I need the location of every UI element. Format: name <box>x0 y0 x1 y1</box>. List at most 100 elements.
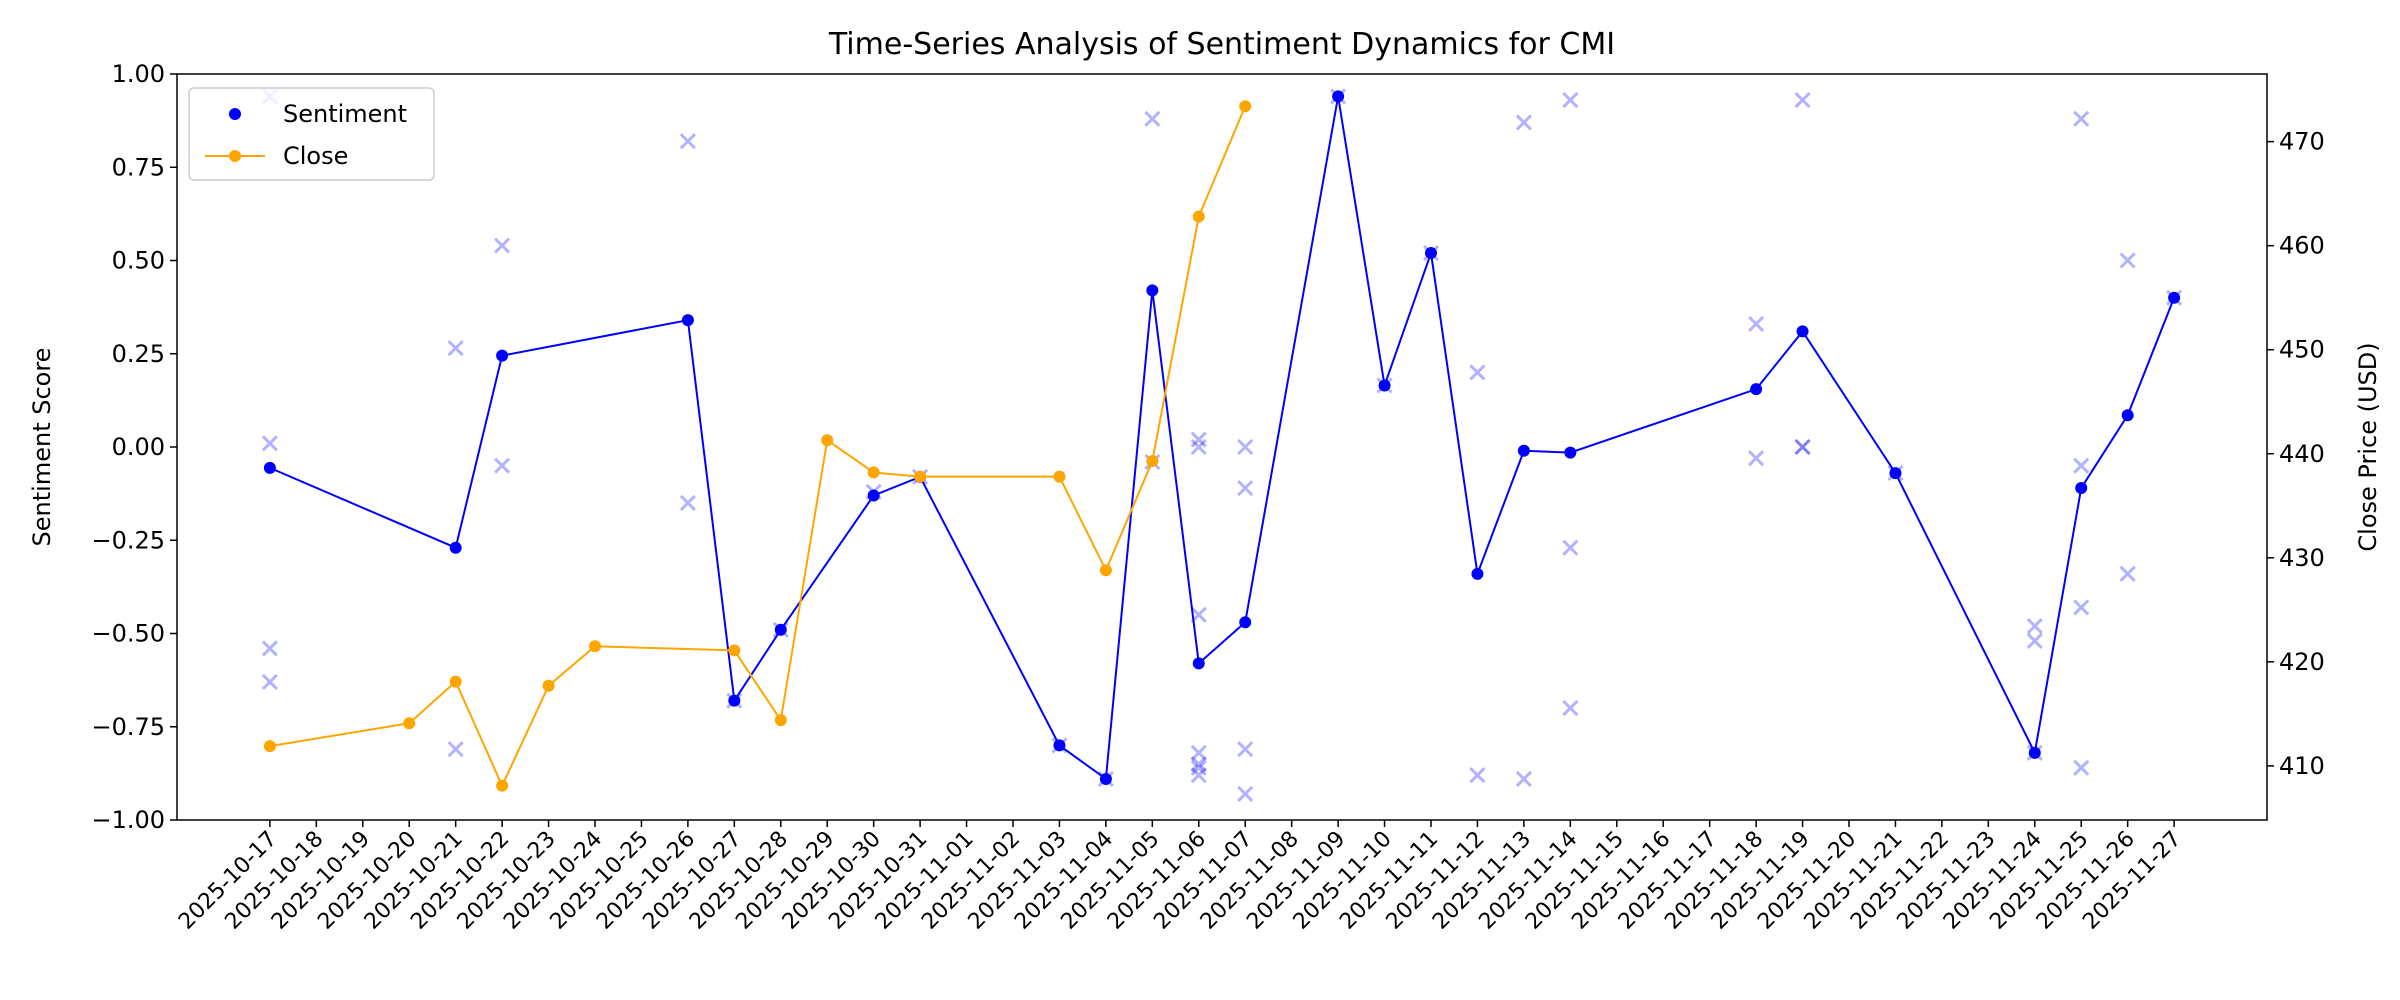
raw-score-marker <box>2026 632 2043 650</box>
series-point <box>867 466 880 479</box>
y2-tick-label: 470 <box>2279 128 2325 156</box>
series-point <box>1332 90 1345 103</box>
raw-score-marker <box>1190 438 1207 456</box>
series-point <box>821 434 834 447</box>
raw-score-marker <box>2073 759 2090 776</box>
series-point <box>1796 325 1809 338</box>
series-point <box>867 489 880 502</box>
raw-score-marker <box>1748 450 1765 467</box>
series-point <box>1239 100 1252 113</box>
series-point <box>681 314 694 327</box>
series-point <box>728 694 741 707</box>
y2-tick-label: 430 <box>2279 544 2325 572</box>
raw-score-marker <box>2073 110 2090 127</box>
y-axis-label: Sentiment Score <box>28 348 56 547</box>
raw-score-marker <box>679 133 696 150</box>
series-point <box>1471 567 1484 580</box>
raw-score-marker <box>1562 700 1579 717</box>
series-point <box>1146 455 1159 468</box>
y2-axis-label: Close Price (USD) <box>2354 342 2382 551</box>
raw-score-marker <box>447 741 464 758</box>
raw-score-marker <box>1237 438 1254 456</box>
raw-score-marker <box>1794 438 1811 456</box>
y2-tick-label: 420 <box>2279 648 2325 676</box>
y2-tick-label: 410 <box>2279 752 2325 780</box>
series-point <box>449 541 462 554</box>
raw-score-marker <box>447 340 464 357</box>
y-tick-label: 0.00 <box>112 433 165 461</box>
raw-score-marker <box>1190 767 1207 784</box>
raw-score-marker <box>2026 617 2043 635</box>
raw-score-marker <box>1237 479 1254 497</box>
series-point <box>1192 657 1205 670</box>
y2-tick-label: 440 <box>2279 440 2325 468</box>
series-point <box>1053 470 1066 483</box>
series-point <box>2075 482 2088 495</box>
raw-score-marker <box>2119 565 2136 582</box>
series-point <box>496 349 509 362</box>
y-tick-label: −0.75 <box>91 713 165 741</box>
y2-tick-label: 450 <box>2279 336 2325 364</box>
series-point <box>1425 247 1437 260</box>
raw-score-marker <box>261 640 278 657</box>
raw-score-marker <box>261 673 278 691</box>
raw-score-marker <box>1144 110 1161 127</box>
series-point <box>1378 379 1391 392</box>
series-point <box>263 740 276 753</box>
raw-score-marker <box>1794 92 1811 109</box>
series-point <box>589 640 601 653</box>
series-point <box>774 714 787 727</box>
series-point <box>403 717 416 730</box>
plot-frame <box>176 73 2268 821</box>
raw-score-marker <box>261 435 278 452</box>
raw-score-marker <box>1794 438 1811 456</box>
raw-score-marker <box>1562 92 1579 109</box>
y-tick-label: 0.50 <box>112 247 165 275</box>
raw-score-marker <box>1237 741 1254 758</box>
y-tick-label: 0.25 <box>112 340 165 368</box>
raw-score-marker <box>1562 539 1579 556</box>
raw-score-marker <box>1190 759 1207 776</box>
legend-label: Close <box>283 142 348 170</box>
y2-tick-label: 460 <box>2279 232 2325 260</box>
y-tick-label: −0.50 <box>91 620 165 648</box>
series-point <box>2028 746 2041 759</box>
chart-title: Time-Series Analysis of Sentiment Dynami… <box>828 27 1615 62</box>
series-point <box>1099 772 1112 785</box>
series-point <box>914 470 927 483</box>
legend-marker <box>229 108 241 120</box>
series-point <box>449 675 462 688</box>
raw-score-marker <box>494 457 511 474</box>
series-point <box>542 679 555 692</box>
raw-score-marker <box>1237 785 1254 802</box>
series-point <box>263 461 276 474</box>
series-line <box>269 96 2176 781</box>
series-point <box>1192 210 1205 223</box>
series-point <box>774 623 787 636</box>
series-line <box>269 105 1247 789</box>
raw-score-marker <box>1190 755 1207 773</box>
raw-score-marker <box>1515 770 1532 788</box>
series-point <box>496 779 509 792</box>
raw-score-marker <box>1190 744 1207 761</box>
series-point <box>1517 444 1530 457</box>
raw-score-marker <box>1469 767 1486 784</box>
series-point <box>1564 446 1577 459</box>
y-tick-label: 0.75 <box>112 153 165 181</box>
y-tick-label: −0.25 <box>91 526 165 554</box>
y-tick-label: −1.00 <box>91 806 165 834</box>
series-point <box>1750 383 1763 396</box>
raw-score-marker <box>1748 315 1765 332</box>
series-point <box>1099 564 1112 577</box>
raw-score-marker <box>2119 252 2136 269</box>
y-tick-label: 1.00 <box>112 60 165 88</box>
raw-score-marker <box>1190 431 1207 448</box>
legend-marker <box>229 150 241 162</box>
raw-score-marker <box>1515 114 1532 131</box>
series-point <box>1239 616 1252 629</box>
series-point <box>2121 409 2134 422</box>
legend: Sentiment Close <box>188 87 435 181</box>
raw-score-marker <box>1469 364 1486 381</box>
